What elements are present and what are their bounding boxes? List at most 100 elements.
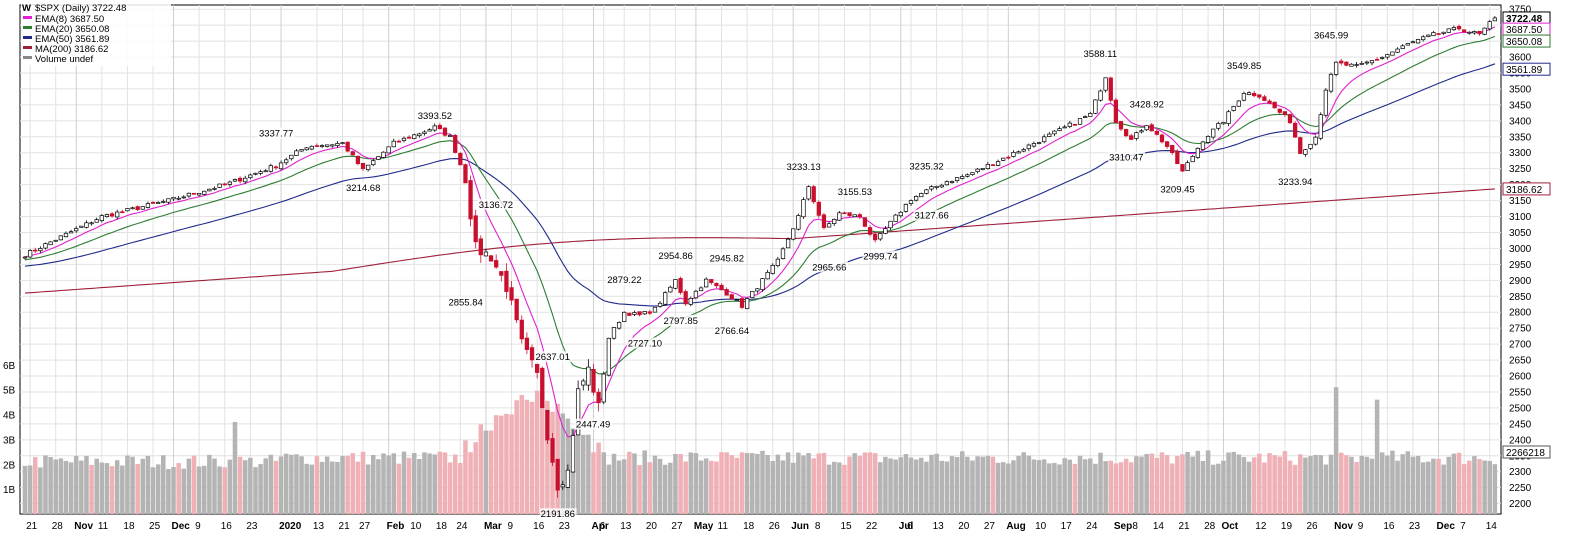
candle-body [796, 215, 801, 230]
volume-bar [601, 452, 606, 514]
candle-body [1359, 62, 1364, 65]
legend-entry: EMA(20) 3650.08 [35, 24, 109, 35]
last-value-label: 3687.50 [1506, 25, 1543, 36]
candle-body [596, 391, 601, 404]
date-tick-label: Nov [1334, 521, 1353, 532]
date-tick-label: 20 [646, 521, 658, 532]
price-tick-label: 3100 [1509, 212, 1532, 223]
candle-body [663, 292, 668, 305]
candle-body [1405, 43, 1410, 46]
volume-bar [959, 451, 965, 514]
candle-body [668, 286, 673, 293]
annotation-bg [1159, 183, 1197, 195]
volume-bar [1441, 464, 1446, 514]
candle-body [1426, 34, 1431, 37]
date-tick-label: Aug [1006, 521, 1025, 532]
volume-bar [68, 462, 74, 514]
volume-bar [1359, 455, 1364, 514]
volume-bar [929, 454, 934, 514]
candle-body [929, 186, 934, 190]
candle-body [1395, 48, 1400, 53]
candle-body [1123, 129, 1129, 137]
candle-body [74, 228, 79, 232]
volume-bar [1231, 451, 1236, 514]
candle-body [1369, 60, 1375, 64]
volume-bar [1088, 458, 1093, 514]
annotation-bg [1225, 60, 1263, 72]
price-annotation: 2766.64 [715, 326, 749, 337]
volume-bar [1313, 454, 1318, 514]
candle-body [1487, 21, 1492, 30]
volume-bar [698, 460, 704, 514]
volume-bar [893, 459, 898, 514]
candle-body [248, 174, 253, 179]
legend-swatch [23, 56, 32, 59]
annotation-bg [345, 181, 383, 193]
annotation-bg [1082, 47, 1120, 59]
candle-body [191, 192, 197, 195]
volume-bar [340, 456, 345, 514]
candle-body [1287, 114, 1293, 124]
volume-bar [452, 454, 458, 514]
candle-body [63, 232, 69, 238]
candle-body [826, 223, 832, 228]
volume-bar [161, 455, 166, 514]
volume-bar [1026, 455, 1032, 514]
annotation-bg [913, 209, 951, 221]
candle-body [499, 271, 504, 276]
price-tick-label: 3450 [1509, 100, 1532, 111]
volume-bar [790, 462, 796, 514]
annotation-bg [811, 261, 849, 273]
candle-body [468, 180, 473, 220]
volume-bar [73, 455, 79, 514]
candle-body [765, 271, 770, 280]
volume-bar [1308, 456, 1313, 514]
volume-bar [376, 459, 381, 514]
volume-bar [381, 453, 386, 514]
volume-bar [1390, 450, 1395, 514]
volume-bar [1180, 454, 1185, 514]
volume-bar [1318, 455, 1324, 514]
price-tick-label: 3750 [1509, 5, 1532, 16]
volume-bar [437, 451, 443, 514]
volume-bar [949, 456, 955, 514]
candle-body [1492, 17, 1498, 22]
volume-bar [1016, 455, 1021, 514]
volume-bar [621, 459, 627, 514]
volume-bar [330, 461, 335, 514]
candle-body [422, 131, 427, 134]
annotation-bg [862, 250, 900, 262]
volume-bar [857, 455, 863, 514]
date-tick-label: 24 [1086, 521, 1098, 532]
candle-body [529, 347, 535, 361]
volume-bar [104, 463, 110, 514]
candle-body [1272, 101, 1277, 109]
volume-bar [668, 462, 673, 514]
date-tick-label: 23 [559, 521, 571, 532]
candle-body [1159, 134, 1165, 143]
candle-body [222, 183, 227, 186]
candle-body [785, 238, 791, 249]
candle-body [1067, 122, 1072, 127]
volume-bar [801, 455, 806, 514]
candle-body [253, 172, 258, 175]
volume-bar [1477, 458, 1482, 514]
candle-body [1323, 89, 1329, 116]
candle-body [719, 284, 724, 291]
date-tick-label: 16 [1383, 521, 1395, 532]
candle-body [739, 298, 745, 308]
volume-bar [647, 462, 653, 514]
volume-bar [1011, 460, 1016, 514]
candle-body [637, 311, 642, 316]
price-annotation: 3233.13 [786, 162, 820, 173]
date-tick-label: 16 [221, 521, 233, 532]
candle-body [852, 214, 857, 218]
candle-body [688, 298, 693, 305]
candle-body [130, 207, 135, 210]
candle-body [376, 156, 381, 160]
volume-bar [1108, 460, 1114, 514]
volume-bar [1395, 460, 1400, 514]
volume-bar [591, 452, 596, 514]
volume-bar [934, 453, 939, 514]
